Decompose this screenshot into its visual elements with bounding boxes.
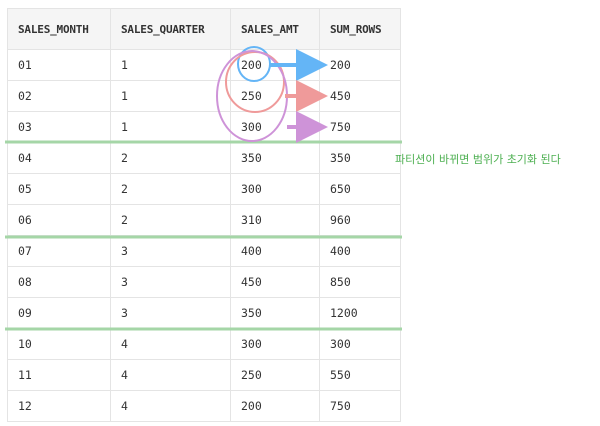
header-sum-rows[interactable]: SUM_ROWS (319, 8, 401, 50)
table-row[interactable]: 04 2 350 350 (7, 142, 401, 174)
cell-sales-month: 08 (7, 266, 111, 298)
cell-sales-amt: 350 (230, 297, 320, 329)
cell-sales-quarter: 1 (110, 111, 231, 143)
table-row[interactable]: 10 4 300 300 (7, 328, 401, 360)
cell-sales-amt: 300 (230, 111, 320, 143)
cell-sum-rows: 550 (319, 359, 401, 391)
cell-sales-quarter: 3 (110, 235, 231, 267)
cell-sales-amt: 250 (230, 359, 320, 391)
result-table: SALES_MONTH SALES_QUARTER SALES_AMT SUM_… (7, 8, 401, 422)
cell-sum-rows: 350 (319, 142, 401, 174)
cell-sales-quarter: 1 (110, 49, 231, 81)
table-row[interactable]: 08 3 450 850 (7, 266, 401, 298)
cell-sales-month: 10 (7, 328, 111, 360)
cell-sales-quarter: 4 (110, 390, 231, 422)
cell-sales-amt: 310 (230, 204, 320, 236)
table-row[interactable]: 09 3 350 1200 (7, 297, 401, 329)
cell-sales-amt: 300 (230, 328, 320, 360)
cell-sales-amt: 400 (230, 235, 320, 267)
cell-sales-quarter: 2 (110, 142, 231, 174)
cell-sales-month: 06 (7, 204, 111, 236)
table-row[interactable]: 07 3 400 400 (7, 235, 401, 267)
cell-sales-amt: 200 (230, 49, 320, 81)
cell-sales-amt: 200 (230, 390, 320, 422)
cell-sum-rows: 960 (319, 204, 401, 236)
cell-sales-amt: 300 (230, 173, 320, 205)
cell-sales-quarter: 4 (110, 328, 231, 360)
cell-sum-rows: 200 (319, 49, 401, 81)
cell-sum-rows: 300 (319, 328, 401, 360)
cell-sales-quarter: 3 (110, 266, 231, 298)
cell-sales-month: 09 (7, 297, 111, 329)
cell-sales-quarter: 2 (110, 173, 231, 205)
table-row[interactable]: 02 1 250 450 (7, 80, 401, 112)
cell-sales-quarter: 2 (110, 204, 231, 236)
cell-sales-quarter: 3 (110, 297, 231, 329)
cell-sales-month: 07 (7, 235, 111, 267)
cell-sum-rows: 850 (319, 266, 401, 298)
cell-sales-amt: 450 (230, 266, 320, 298)
cell-sum-rows: 750 (319, 111, 401, 143)
cell-sales-month: 05 (7, 173, 111, 205)
cell-sales-amt: 250 (230, 80, 320, 112)
cell-sales-amt: 350 (230, 142, 320, 174)
header-row: SALES_MONTH SALES_QUARTER SALES_AMT SUM_… (7, 8, 401, 50)
result-table-container: SALES_MONTH SALES_QUARTER SALES_AMT SUM_… (7, 8, 401, 422)
cell-sum-rows: 1200 (319, 297, 401, 329)
table-row[interactable]: 11 4 250 550 (7, 359, 401, 391)
cell-sum-rows: 750 (319, 390, 401, 422)
cell-sales-month: 03 (7, 111, 111, 143)
cell-sales-month: 12 (7, 390, 111, 422)
cell-sales-quarter: 1 (110, 80, 231, 112)
cell-sales-month: 04 (7, 142, 111, 174)
cell-sum-rows: 650 (319, 173, 401, 205)
cell-sales-month: 11 (7, 359, 111, 391)
table-row[interactable]: 03 1 300 750 (7, 111, 401, 143)
table-row[interactable]: 06 2 310 960 (7, 204, 401, 236)
cell-sales-quarter: 4 (110, 359, 231, 391)
cell-sum-rows: 450 (319, 80, 401, 112)
partition-reset-note: 파티션이 바뀌면 범위가 초기화 된다 (395, 153, 561, 166)
cell-sum-rows: 400 (319, 235, 401, 267)
table-row[interactable]: 01 1 200 200 (7, 49, 401, 81)
header-sales-quarter[interactable]: SALES_QUARTER (110, 8, 231, 50)
table-row[interactable]: 12 4 200 750 (7, 390, 401, 422)
table-row[interactable]: 05 2 300 650 (7, 173, 401, 205)
cell-sales-month: 01 (7, 49, 111, 81)
header-sales-amt[interactable]: SALES_AMT (230, 8, 320, 50)
header-sales-month[interactable]: SALES_MONTH (7, 8, 111, 50)
cell-sales-month: 02 (7, 80, 111, 112)
